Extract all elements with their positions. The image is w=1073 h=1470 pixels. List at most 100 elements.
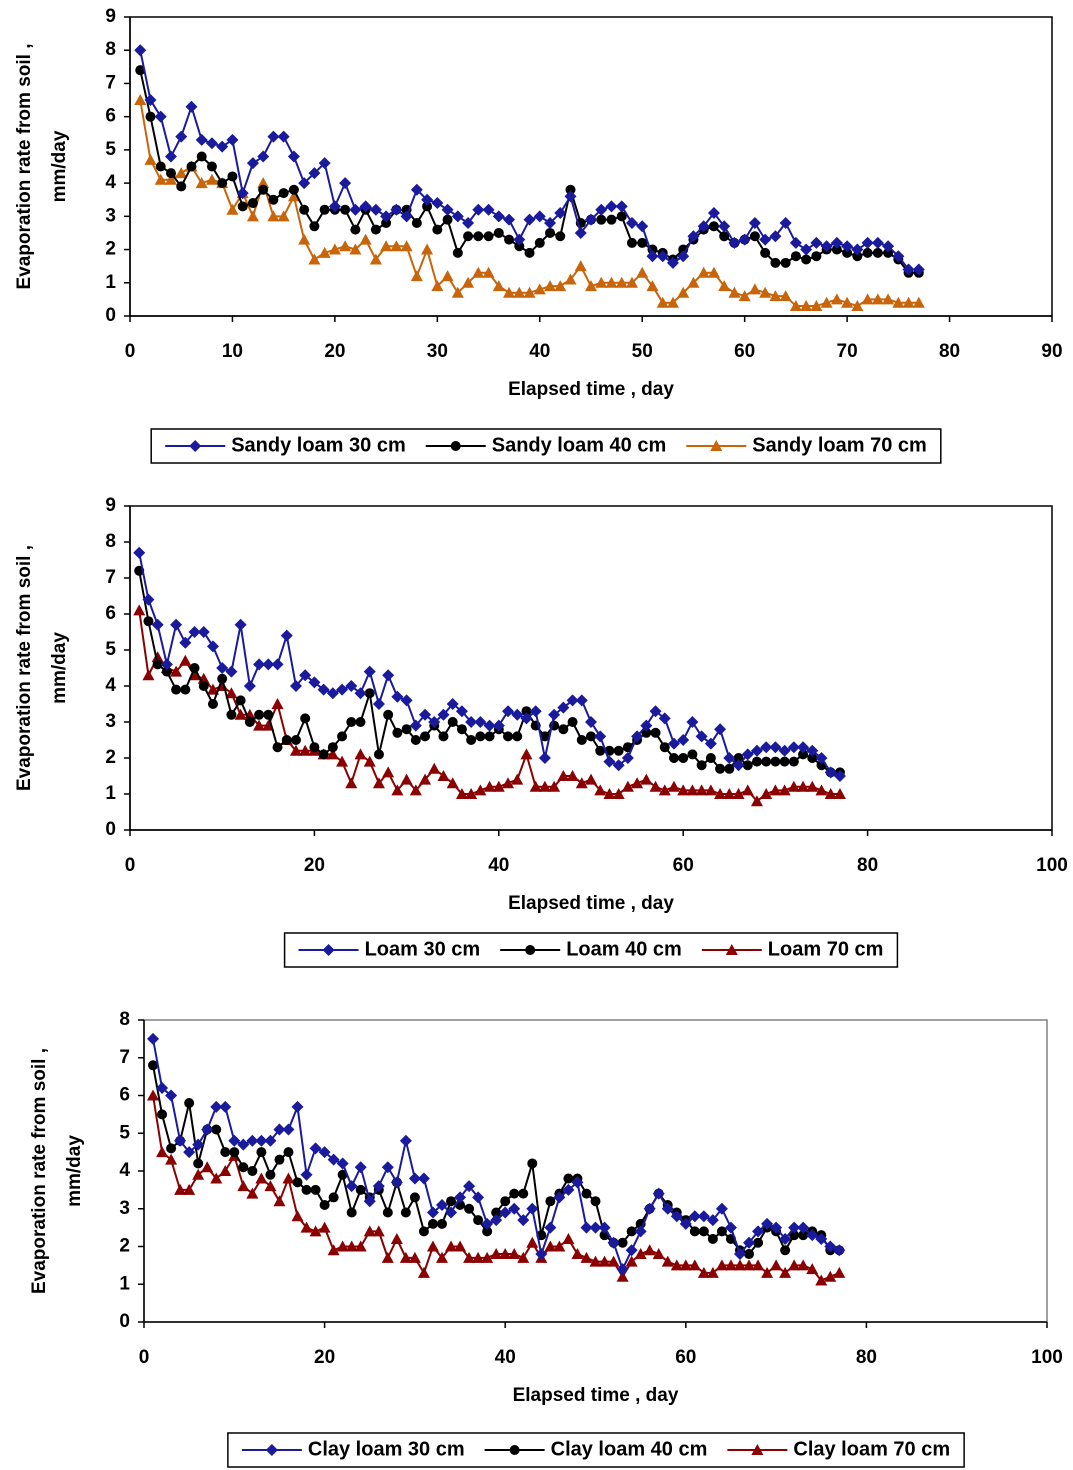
marker — [824, 766, 837, 779]
marker — [484, 731, 495, 742]
marker — [733, 1248, 746, 1261]
marker — [473, 231, 484, 242]
marker — [567, 717, 578, 727]
marker — [666, 296, 679, 308]
marker — [301, 1184, 312, 1195]
x-tick-label: 50 — [632, 341, 653, 362]
y-tick-label: 0 — [105, 819, 116, 840]
x-tick-label: 60 — [734, 341, 755, 362]
marker — [299, 744, 312, 756]
marker — [617, 1237, 628, 1248]
y-tick-label: 3 — [105, 205, 116, 226]
y-tick-label: 4 — [105, 675, 116, 696]
marker — [450, 441, 461, 451]
marker — [728, 236, 741, 249]
marker — [759, 233, 772, 246]
x-tick-label: 40 — [488, 855, 509, 876]
y-tick-label: 4 — [119, 1160, 130, 1181]
marker — [640, 719, 653, 732]
marker — [789, 300, 802, 312]
marker — [196, 151, 207, 162]
marker — [336, 1240, 349, 1252]
y-tick-label: 1 — [105, 783, 116, 804]
marker — [779, 756, 790, 767]
marker — [272, 742, 283, 753]
marker — [718, 220, 731, 233]
marker — [161, 666, 172, 677]
marker — [810, 236, 823, 249]
marker — [714, 723, 727, 736]
marker — [861, 293, 874, 305]
marker — [732, 759, 745, 772]
marker — [779, 1232, 792, 1245]
marker — [235, 695, 246, 706]
marker — [686, 716, 699, 728]
marker — [779, 216, 792, 229]
marker — [513, 286, 526, 298]
marker — [228, 1134, 241, 1147]
x-tick-label: 10 — [222, 341, 243, 362]
y-tick-label: 9 — [105, 6, 116, 27]
marker — [216, 662, 229, 674]
marker — [401, 724, 412, 735]
marker — [697, 220, 710, 233]
marker — [133, 546, 146, 559]
marker — [502, 777, 515, 789]
marker — [725, 944, 738, 955]
x-tick-label: 30 — [427, 341, 448, 362]
legend-label: Loam 30 cm — [365, 938, 481, 960]
marker — [778, 784, 791, 796]
legend-box — [150, 428, 942, 464]
marker — [697, 1210, 710, 1223]
marker — [661, 1202, 674, 1215]
y-tick-label: 2 — [105, 239, 116, 260]
marker — [438, 731, 449, 742]
marker — [390, 240, 403, 252]
marker — [789, 1230, 800, 1241]
marker — [492, 719, 505, 732]
marker — [175, 167, 188, 179]
marker — [613, 745, 624, 756]
x-tick-label: 60 — [673, 855, 694, 876]
marker — [482, 1226, 493, 1237]
marker — [715, 763, 726, 774]
marker — [354, 1240, 367, 1252]
marker — [508, 1202, 521, 1215]
marker — [154, 110, 167, 123]
y-tick-label: 8 — [119, 1009, 130, 1030]
marker — [831, 244, 842, 255]
marker — [328, 243, 341, 255]
marker — [446, 777, 459, 789]
marker — [243, 680, 256, 692]
marker — [595, 276, 608, 288]
marker — [508, 1248, 521, 1260]
marker — [262, 658, 275, 671]
marker — [410, 270, 423, 282]
marker — [280, 629, 293, 642]
marker — [287, 150, 300, 163]
marker — [631, 730, 644, 743]
marker — [229, 1147, 240, 1158]
y-tick-label: 8 — [105, 531, 116, 552]
marker — [226, 133, 239, 146]
marker — [548, 708, 561, 721]
marker — [340, 204, 351, 215]
marker — [750, 795, 763, 807]
marker — [824, 1240, 837, 1253]
marker — [554, 207, 567, 220]
marker — [770, 257, 781, 268]
marker — [454, 1240, 467, 1252]
marker — [166, 1143, 177, 1154]
marker — [189, 440, 202, 452]
marker — [723, 788, 736, 799]
marker — [455, 705, 468, 718]
marker — [264, 1134, 277, 1147]
marker — [723, 752, 736, 764]
marker — [154, 173, 167, 185]
marker — [428, 716, 441, 728]
marker — [445, 1240, 458, 1252]
marker — [369, 203, 382, 216]
marker — [283, 1147, 294, 1158]
marker — [677, 250, 690, 263]
marker — [482, 266, 495, 278]
